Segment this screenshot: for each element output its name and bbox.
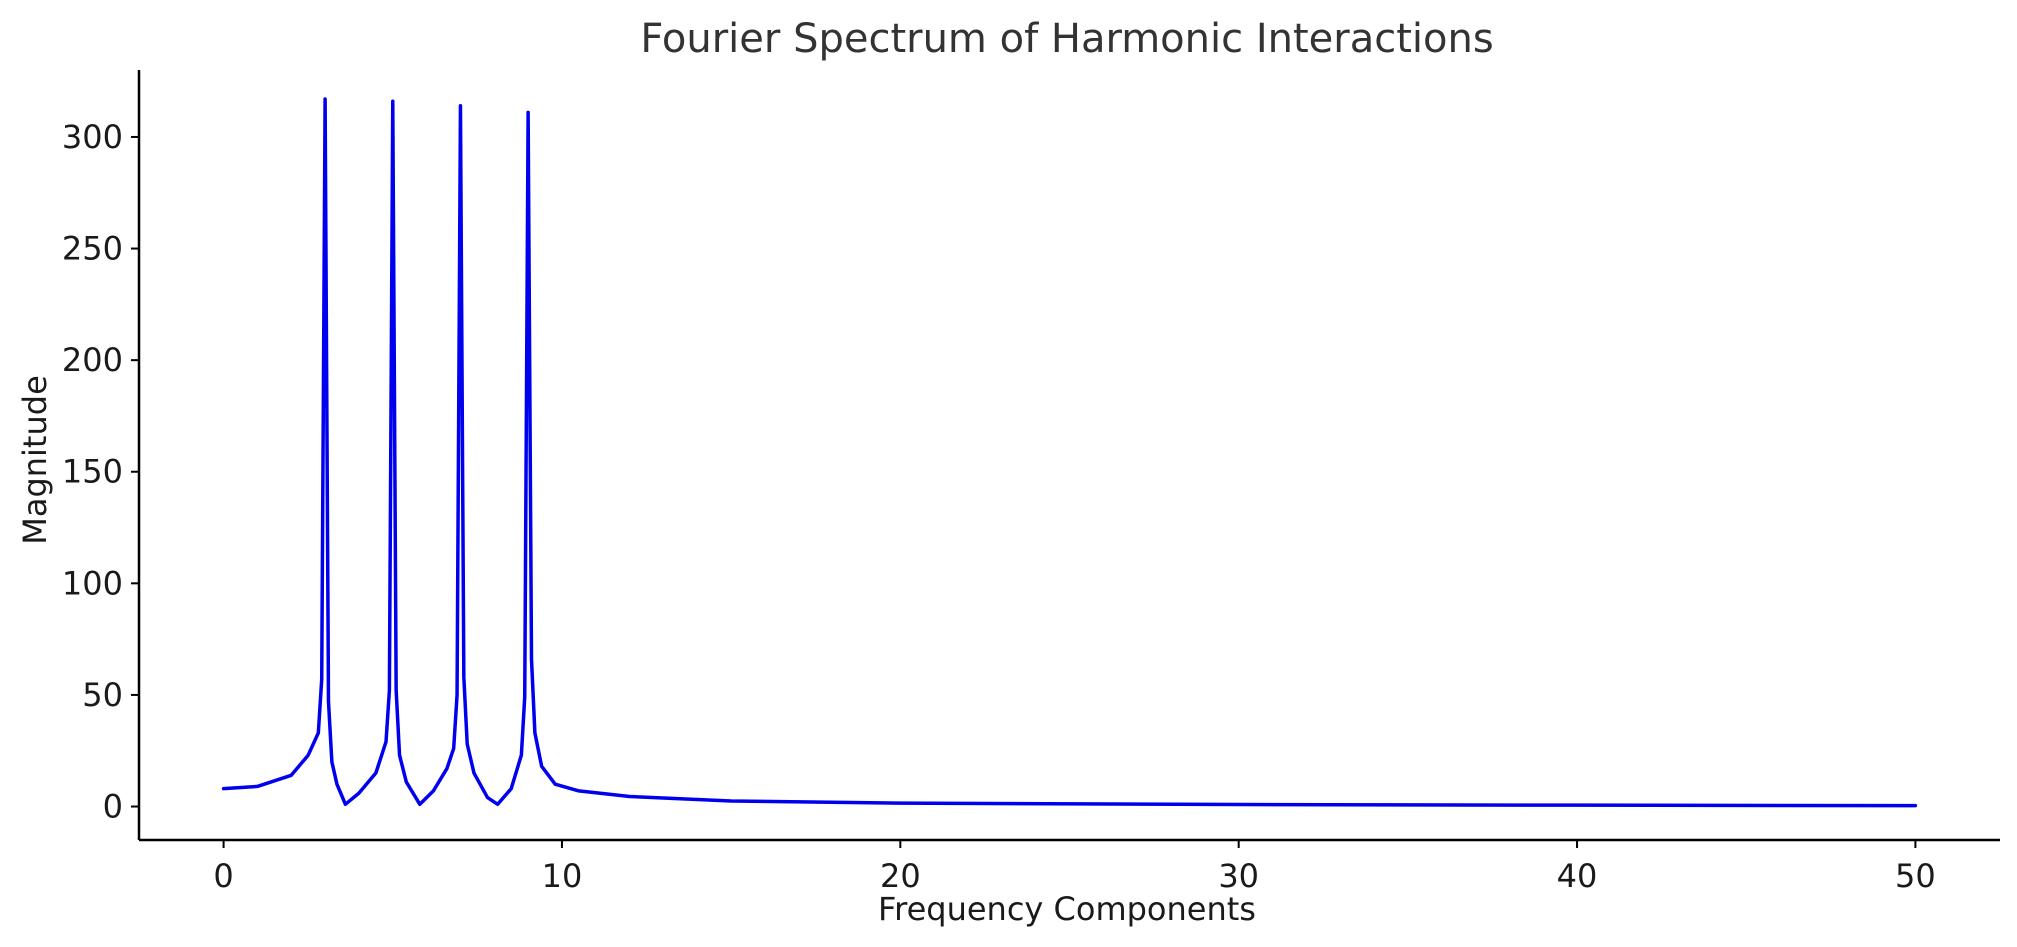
axes bbox=[137, 70, 2000, 842]
x-tick-label: 50 bbox=[1895, 857, 1936, 895]
y-tick-label: 150 bbox=[62, 453, 123, 491]
y-tick-label: 300 bbox=[62, 118, 123, 156]
y-tick-label: 100 bbox=[62, 564, 123, 602]
y-tick-label: 50 bbox=[82, 676, 123, 714]
x-tick-label: 40 bbox=[1557, 857, 1598, 895]
x-ticks: 0 10 20 30 40 50 bbox=[213, 840, 1936, 895]
y-tick-label: 250 bbox=[62, 230, 123, 268]
y-tick-label: 0 bbox=[103, 788, 123, 826]
x-tick-label: 30 bbox=[1218, 857, 1259, 895]
plot-area bbox=[221, 97, 1918, 808]
series-line bbox=[221, 97, 1918, 808]
chart-title: Fourier Spectrum of Harmonic Interaction… bbox=[640, 16, 1493, 62]
y-tick-label: 200 bbox=[62, 341, 123, 379]
y-axis-label: Magnitude bbox=[16, 375, 54, 545]
x-tick-label: 0 bbox=[213, 857, 233, 895]
x-axis-label: Frequency Components bbox=[878, 890, 1256, 928]
y-ticks: 0 50 100 150 200 250 300 bbox=[62, 118, 139, 826]
x-tick-label: 20 bbox=[880, 857, 921, 895]
x-tick-label: 10 bbox=[542, 857, 583, 895]
